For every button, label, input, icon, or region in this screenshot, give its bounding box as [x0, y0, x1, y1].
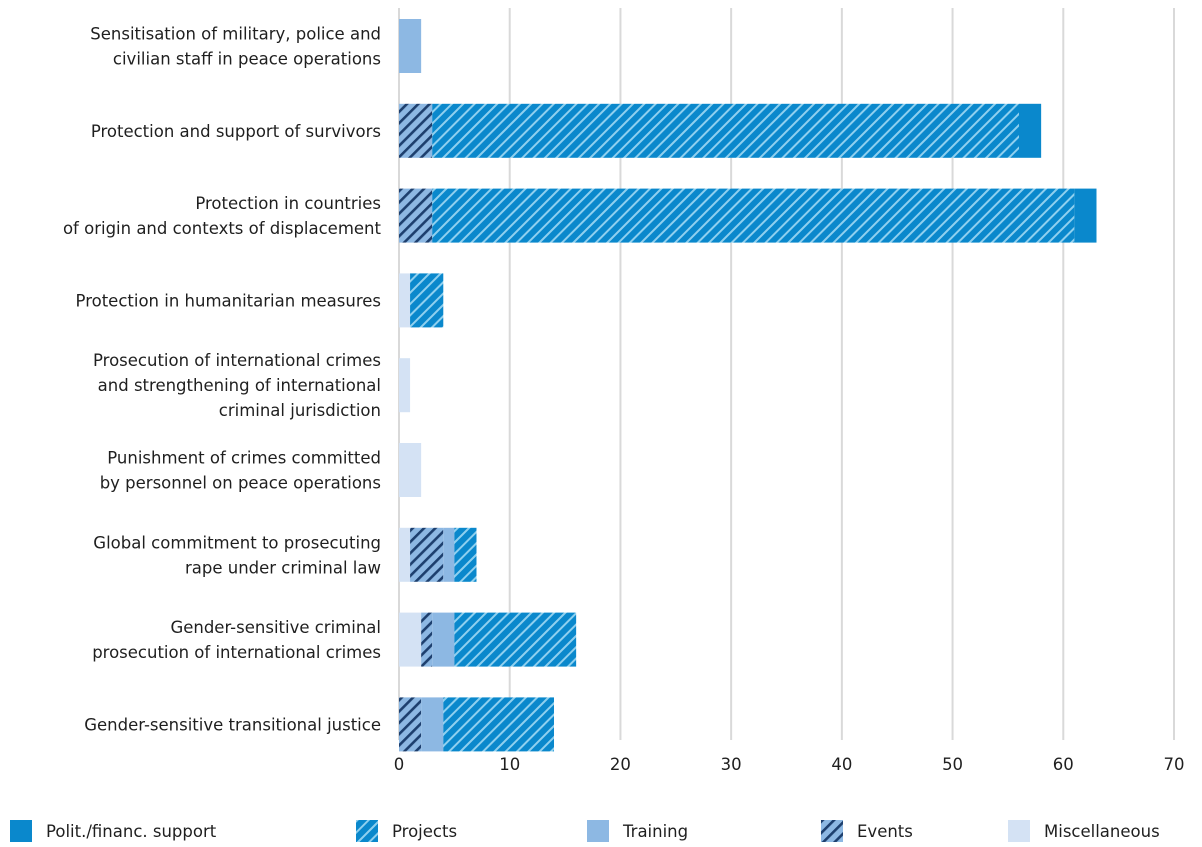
x-tick-label-20: 20	[610, 755, 631, 774]
bar-projects-7	[454, 527, 477, 582]
category-label-3: Protection in countries of origin and con…	[63, 194, 382, 238]
category-label-line: Protection in countries	[195, 194, 381, 213]
category-label-line: civilian staff in peace operations	[113, 50, 381, 69]
legend-label-projects: Projects	[392, 821, 458, 841]
category-label-5: Prosecution of international crimes and s…	[93, 351, 381, 420]
bar-projects-9	[443, 697, 554, 752]
bars	[399, 19, 1097, 752]
bar-training-8	[432, 612, 455, 667]
category-label-line: Sensitisation of military, police and	[90, 25, 381, 44]
stacked-bar-chart: Sensitisation of military, police and civ…	[63, 8, 1185, 774]
category-label-2: Protection and support of survivors	[91, 122, 381, 141]
bar-training-1	[399, 19, 422, 73]
bar-miscellaneous-8	[399, 612, 422, 667]
bar-miscellaneous-6	[399, 443, 422, 497]
category-label-line: Global commitment to prosecuting	[93, 533, 381, 552]
bar-projects-3	[432, 188, 1075, 243]
legend-item-polit-financ-support: Polit./financ. support	[10, 818, 216, 844]
x-tick-label-10: 10	[499, 755, 520, 774]
legend-label-training: Training	[623, 821, 689, 841]
bar-miscellaneous-4	[399, 273, 411, 328]
category-label-9: Gender-sensitive transitional justice	[84, 715, 381, 734]
bar-polit-financ-support-2	[1019, 103, 1042, 158]
bar-training-9	[421, 697, 444, 752]
legend-item-projects: Projects	[356, 818, 457, 844]
bar-projects-4	[410, 273, 444, 328]
category-label-6: Punishment of crimes committed by personn…	[100, 449, 381, 493]
x-tick-label-50: 50	[942, 755, 963, 774]
legend-item-miscellaneous: Miscellaneous	[1008, 818, 1160, 844]
bar-training-7	[443, 527, 455, 582]
category-label-line: by personnel on peace operations	[100, 474, 381, 493]
x-tick-label-0: 0	[394, 755, 405, 774]
category-label-line: criminal jurisdiction	[219, 401, 381, 420]
category-label-line: Prosecution of international crimes	[93, 351, 381, 370]
category-label-1: Sensitisation of military, police and civ…	[90, 25, 381, 69]
x-tick-label-30: 30	[721, 755, 742, 774]
legend: Polit./financ. support Projects Training…	[0, 818, 1202, 844]
x-axis-tick-labels: 0 10 20 30 40 50 60 70	[394, 755, 1185, 774]
bar-events-3	[399, 188, 433, 243]
category-label-line: Gender-sensitive criminal	[170, 618, 381, 637]
bar-events-2	[399, 103, 433, 158]
category-label-7: Global commitment to prosecuting rape und…	[93, 533, 381, 577]
bar-events-8	[421, 612, 433, 667]
legend-swatch-miscellaneous	[1008, 820, 1030, 842]
legend-label-events: Events	[857, 821, 913, 841]
category-label-8: Gender-sensitive criminal prosecution of …	[92, 618, 381, 662]
legend-swatch-training	[587, 820, 609, 842]
x-tick-label-60: 60	[1053, 755, 1074, 774]
bar-projects-8	[454, 612, 577, 667]
category-labels: Sensitisation of military, police and civ…	[63, 25, 382, 735]
bar-projects-2	[432, 103, 1019, 158]
category-label-line: Gender-sensitive transitional justice	[84, 715, 381, 734]
category-label-line: Protection in humanitarian measures	[76, 291, 381, 310]
category-label-line: prosecution of international crimes	[92, 643, 381, 662]
category-label-line: Punishment of crimes committed	[107, 449, 381, 468]
legend-swatch-events	[821, 820, 843, 842]
legend-swatch-polit-financ-support	[10, 820, 32, 842]
bar-polit-financ-support-3	[1074, 188, 1097, 243]
bar-events-9	[399, 697, 422, 752]
category-label-line: of origin and contexts of displacement	[63, 219, 382, 238]
bar-events-7	[410, 527, 444, 582]
bar-miscellaneous-7	[399, 527, 411, 582]
legend-label-miscellaneous: Miscellaneous	[1044, 821, 1160, 841]
legend-swatch-projects	[356, 820, 378, 842]
x-tick-label-40: 40	[831, 755, 852, 774]
category-label-line: Protection and support of survivors	[91, 122, 381, 141]
category-label-line: and strengthening of international	[98, 376, 381, 395]
legend-label-polit-financ-support: Polit./financ. support	[46, 821, 217, 841]
category-label-4: Protection in humanitarian measures	[76, 291, 381, 310]
category-label-line: rape under criminal law	[185, 558, 381, 577]
legend-item-events: Events	[821, 818, 913, 844]
x-tick-label-70: 70	[1164, 755, 1185, 774]
bar-miscellaneous-5	[399, 358, 411, 413]
legend-item-training: Training	[587, 818, 688, 844]
